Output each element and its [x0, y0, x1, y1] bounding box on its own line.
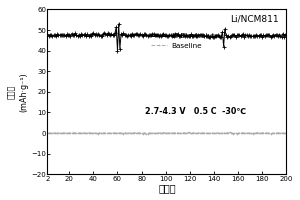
LT-Electrolyte: [254, 34, 258, 36]
LT-Electrolyte: [155, 33, 159, 36]
X-axis label: 循璯数: 循璯数: [158, 183, 176, 193]
LT-Electrolyte: [117, 23, 121, 25]
Y-axis label: 比容量
(mAh·g⁻¹): 比容量 (mAh·g⁻¹): [7, 72, 28, 112]
Baseline: [167, 132, 171, 134]
Text: Li/NCM811: Li/NCM811: [231, 14, 279, 23]
Baseline: [153, 132, 157, 135]
Line: Baseline: Baseline: [47, 132, 287, 135]
Legend: LT-Electrolyte, Baseline: LT-Electrolyte, Baseline: [152, 33, 219, 49]
LT-Electrolyte: [269, 36, 272, 38]
LT-Electrolyte: [116, 49, 119, 52]
Baseline: [285, 132, 288, 134]
Baseline: [253, 132, 257, 135]
Baseline: [268, 132, 271, 135]
Baseline: [46, 132, 49, 134]
LT-Electrolyte: [278, 35, 282, 37]
LT-Electrolyte: [46, 33, 49, 35]
Baseline: [269, 133, 272, 135]
Text: 2.7-4.3 V   0.5 C  -30℃: 2.7-4.3 V 0.5 C -30℃: [145, 107, 246, 116]
Line: LT-Electrolyte: LT-Electrolyte: [46, 22, 288, 52]
Baseline: [278, 132, 282, 134]
LT-Electrolyte: [134, 33, 137, 35]
Baseline: [131, 132, 135, 134]
LT-Electrolyte: [170, 35, 174, 38]
Baseline: [187, 131, 190, 134]
LT-Electrolyte: [285, 33, 288, 36]
